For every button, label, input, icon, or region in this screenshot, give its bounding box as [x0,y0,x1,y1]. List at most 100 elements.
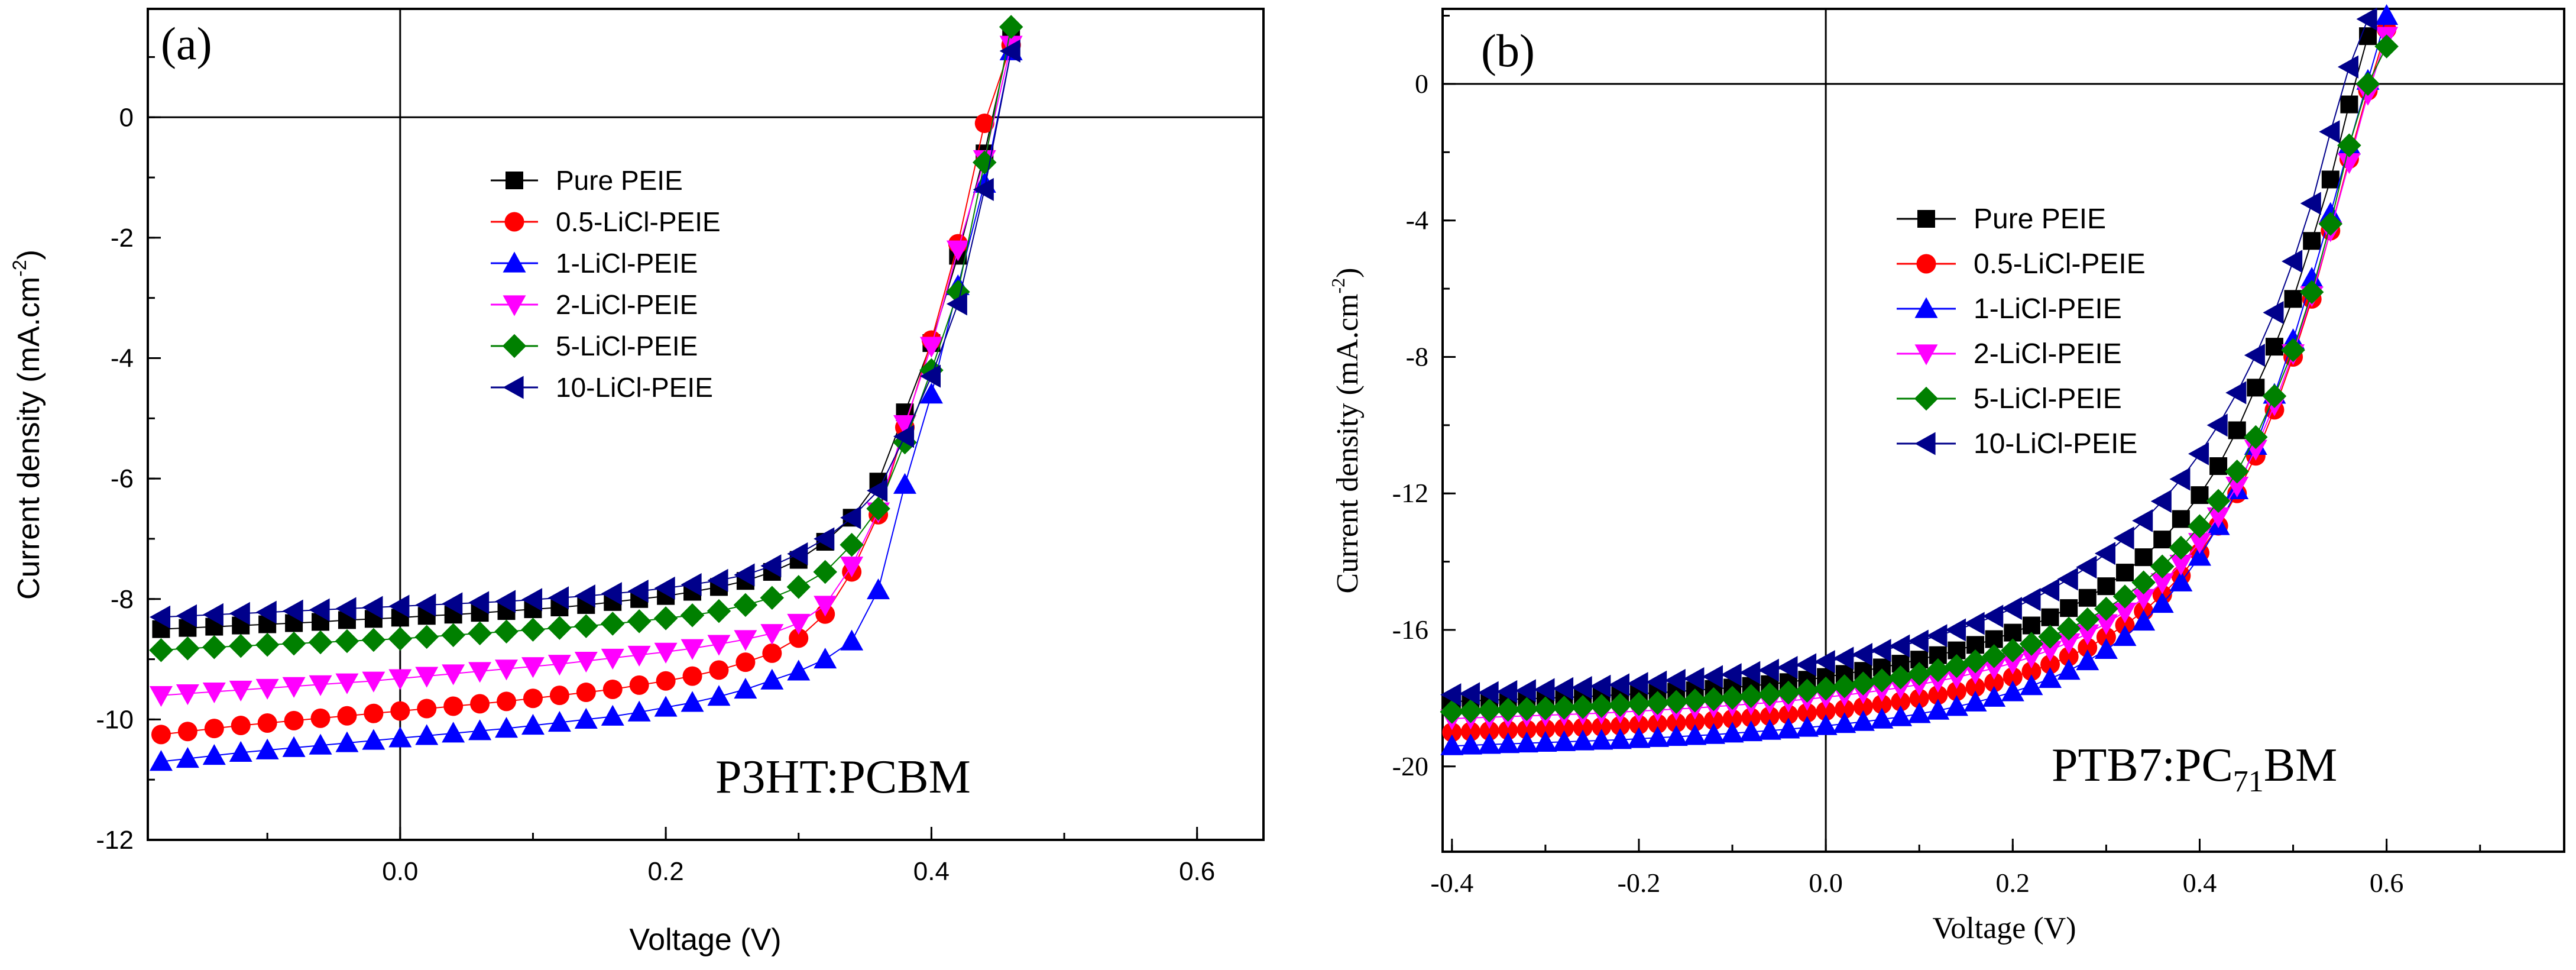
panel-a-data-point [497,691,517,712]
panel-b-data-point [2040,654,2060,674]
panel-b-plot-frame [1441,8,2565,853]
panel-b-data-point [1535,719,1556,739]
panel-a-data-point [335,629,359,654]
panel-b-data-point [1946,681,1966,701]
panel-b-xtick-label: 0.6 [2370,868,2404,898]
panel-b-data-point [1553,677,1574,700]
panel-a-data-point [814,527,835,551]
panel-a-data-point [229,680,252,701]
panel-a-data-point [974,113,994,133]
panel-b-data-point [1571,676,1592,699]
panel-a-data-point [946,292,967,316]
panel-a-ytick-label: 0 [119,103,134,132]
panel-b-data-point [1833,712,1856,733]
panel-a-annotation: P3HT:PCBM [715,751,971,803]
panel-a-data-point [654,576,675,600]
panel-b-data-point [2244,425,2268,450]
panel-b-data-point [2039,667,2062,688]
panel-a-data-point [337,706,357,726]
panel-a-data-point [202,682,226,704]
panel-b-data-point [1872,694,1892,714]
panel-b-data-point [2039,641,2062,662]
panel-b-legend-marker [1917,210,1935,228]
panel-a-data-point [707,568,728,592]
panel-a-data-point [521,714,545,735]
panel-a-data-point [282,677,306,698]
panel-a-data-point [973,177,994,201]
panel-b-data-point [2172,510,2190,528]
panel-a-data-point [149,750,173,771]
panel-b-data-point [1777,655,1798,679]
panel-a-data-point [735,652,756,672]
panel-a-data-point [601,648,624,670]
panel-b-data-point [2356,7,2377,31]
panel-b-data-point [2057,659,2081,680]
panel-b-data-point [1685,712,1705,732]
panel-a-xtick-label: 0.6 [1179,857,1215,886]
panel-b-data-point [1683,667,1705,690]
panel-b-data-point [1460,722,1480,742]
panel-a-data-point [255,738,279,759]
panel-b-data-point [2132,610,2156,631]
panel-b-data-point [1816,701,1836,721]
panel-b-data-point [1758,682,1782,707]
panel-b-series-line [1451,18,2368,696]
panel-a-data-point [468,719,492,741]
panel-b-data-point [2225,476,2249,498]
panel-a-data-point [840,506,861,529]
panel-a-data-point [919,364,941,388]
panel-b-data-point [2150,592,2174,613]
panel-b-data-point [2244,344,2265,367]
panel-a-data-point [653,606,678,630]
panel-b-data-point [2282,250,2303,273]
panel-b-data-point [1610,716,1630,736]
panel-b-data-point [2303,232,2321,250]
panel-a-data-point [654,696,678,717]
panel-b-data-point [1851,671,1875,696]
panel-b-data-point [1869,668,1894,693]
panel-b-data-point [1498,720,1518,741]
panel-a-series-2 [149,39,1023,771]
panel-a-legend-marker [503,376,524,399]
panel-b-data-point [2001,680,2024,701]
panel-b-data-point [1608,693,1632,717]
panel-b-data-point [2337,55,2359,79]
panel-b-series-5 [1440,7,2377,707]
panel-b-data-point [1984,672,2004,693]
panel-a-data-point [257,713,277,733]
panel-b-data-point [2262,384,2287,409]
panel-b-data-point [1442,722,1462,742]
panel-b-data-point [1496,732,1520,754]
panel-a-data-point [547,616,572,640]
panel-b-data-point [2263,300,2284,324]
panel-a-data-point [176,604,197,628]
panel-a-xlabel: Voltage (V) [629,923,781,957]
panel-b-data-point [1533,696,1558,720]
panel-b-data-point [2188,545,2211,566]
panel-b-data-point [1814,650,1835,674]
panel-a-series-4 [149,15,1023,662]
panel-a-data-point [574,584,595,608]
panel-b-data-point [2076,624,2099,645]
panel-b-data-point [1590,729,1613,750]
panel-a-legend-label: 2-LiCl-PEIE [556,289,698,320]
panel-a-data-point [760,668,784,690]
panel-a-data-point [282,599,303,623]
panel-a-data-point [601,704,624,726]
panel-b-data-point [1440,734,1464,755]
panel-b-data-point [1891,691,1911,712]
panel-a-data-point [787,542,808,565]
panel-b-data-point [2022,616,2040,635]
panel-b-data-point [2056,616,2081,641]
panel-a-data-point [786,575,811,599]
panel-b-xtick-label: -0.2 [1618,868,1661,898]
panel-b-data-point [1889,705,1913,726]
panel-a-ytick-label: -12 [96,826,134,855]
panel-b-data-point [2021,661,2042,681]
panel-b-series-0 [1443,27,2377,711]
panel-a-data-point [308,630,333,655]
panel-a-data-point [734,630,757,651]
panel-a-data-point [362,671,385,693]
panel-b-annotation: PTB7:PC71BM [2052,739,2337,798]
